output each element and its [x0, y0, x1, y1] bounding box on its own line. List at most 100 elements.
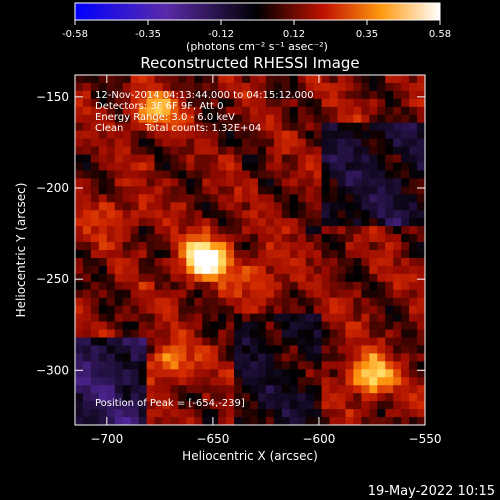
- heatmap-cell: [106, 218, 116, 227]
- heatmap-cell: [186, 321, 195, 330]
- heatmap-cell: [98, 202, 108, 211]
- heatmap-cell: [194, 281, 203, 291]
- heatmap-cell: [154, 409, 163, 418]
- heatmap-cell: [154, 345, 163, 354]
- heatmap-cell: [154, 289, 163, 299]
- heatmap-cell: [75, 162, 84, 171]
- heatmap-cell: [130, 329, 140, 338]
- heatmap-cell: [146, 202, 155, 211]
- heatmap-cell: [257, 273, 267, 283]
- heatmap-cell: [353, 321, 362, 330]
- heatmap-cell: [281, 90, 291, 100]
- heatmap-cell: [345, 130, 354, 140]
- heatmap-cell: [361, 218, 370, 227]
- heatmap-cell: [130, 114, 140, 124]
- heatmap-cell: [337, 281, 346, 291]
- heatmap-cell: [75, 353, 84, 362]
- heatmap-cell: [321, 186, 330, 195]
- heatmap-cell: [401, 234, 410, 243]
- heatmap-cell: [353, 361, 362, 370]
- heatmap-cell: [289, 289, 299, 299]
- heatmap-cell: [401, 138, 410, 147]
- heatmap-cell: [250, 138, 259, 147]
- heatmap-cell: [321, 257, 330, 267]
- heatmap-cell: [345, 90, 354, 100]
- heatmap-cell: [170, 154, 179, 163]
- heatmap-cell: [170, 250, 179, 259]
- heatmap-cell: [353, 194, 362, 203]
- heatmap-cell: [289, 138, 299, 147]
- heatmap-cell: [162, 75, 171, 84]
- heatmap-cell: [154, 353, 163, 362]
- heatmap-cell: [90, 417, 100, 426]
- heatmap-cell: [321, 138, 330, 147]
- heatmap-cell: [345, 170, 354, 179]
- heatmap-cell: [210, 114, 219, 124]
- heatmap-cell: [138, 329, 147, 338]
- heatmap-cell: [273, 106, 283, 116]
- heatmap-cell: [186, 289, 195, 299]
- heatmap-cell: [234, 210, 243, 219]
- heatmap-cell: [377, 114, 386, 124]
- heatmap-cell: [90, 226, 100, 235]
- heatmap-cell: [154, 122, 163, 132]
- heatmap-cell: [130, 202, 140, 211]
- heatmap-cell: [146, 186, 155, 195]
- heatmap-cell: [218, 130, 227, 140]
- heatmap-cell: [401, 178, 410, 187]
- heatmap-cell: [329, 353, 338, 362]
- heatmap-cell: [122, 305, 132, 315]
- heatmap-cell: [98, 194, 108, 203]
- heatmap-cell: [393, 186, 402, 195]
- heatmap-cell: [289, 154, 299, 163]
- heatmap-cell: [170, 417, 179, 426]
- heatmap-cell: [178, 377, 187, 386]
- heatmap-cell: [130, 162, 140, 171]
- heatmap-cell: [98, 313, 108, 322]
- heatmap-cell: [162, 162, 171, 171]
- heatmap-cell: [210, 289, 219, 299]
- heatmap-cell: [194, 242, 203, 251]
- heatmap-cell: [393, 353, 402, 362]
- heatmap-cell: [194, 210, 203, 219]
- heatmap-cell: [257, 130, 267, 140]
- heatmap-cell: [106, 273, 116, 283]
- heatmap-cell: [337, 210, 346, 219]
- time-range-text: 12-Nov-2014 04:13:44.000 to 04:15:12.000: [95, 90, 314, 101]
- heatmap-cell: [385, 417, 394, 426]
- heatmap-cell: [242, 257, 251, 267]
- heatmap-cell: [329, 210, 338, 219]
- heatmap-cell: [329, 321, 338, 330]
- heatmap-cell: [194, 122, 203, 132]
- heatmap-cell: [170, 170, 179, 179]
- heatmap-cell: [265, 265, 275, 275]
- heatmap-cell: [321, 154, 330, 163]
- heatmap-cell: [337, 122, 346, 132]
- heatmap-cell: [289, 345, 299, 354]
- heatmap-cell: [90, 297, 100, 307]
- heatmap-cell: [393, 218, 402, 227]
- heatmap-cell: [257, 98, 267, 108]
- heatmap-cell: [321, 210, 330, 219]
- heatmap-cell: [178, 226, 187, 235]
- heatmap-cell: [289, 162, 299, 171]
- heatmap-cell: [369, 82, 378, 92]
- heatmap-cell: [305, 369, 315, 378]
- heatmap-cell: [273, 393, 283, 402]
- heatmap-cell: [90, 393, 100, 402]
- heatmap-cell: [257, 114, 267, 124]
- heatmap-cell: [98, 305, 108, 315]
- heatmap-cell: [321, 234, 330, 243]
- heatmap-cell: [82, 305, 92, 315]
- heatmap-cell: [98, 337, 108, 346]
- heatmap-cell: [90, 377, 100, 386]
- heatmap-cell: [329, 345, 338, 354]
- heatmap-cell: [210, 122, 219, 132]
- heatmap-cell: [265, 234, 275, 243]
- heatmap-cell: [162, 321, 171, 330]
- heatmap-cell: [242, 273, 251, 283]
- heatmap-cell: [305, 202, 315, 211]
- heatmap-cell: [154, 114, 163, 124]
- heatmap-cell: [178, 218, 187, 227]
- heatmap-cell: [250, 377, 259, 386]
